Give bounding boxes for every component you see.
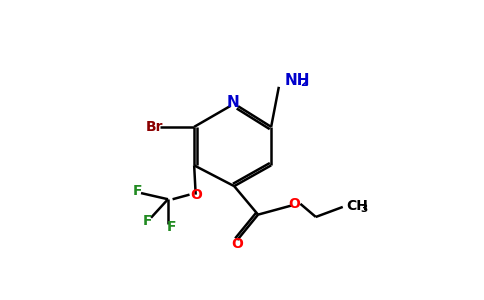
Text: F: F bbox=[133, 184, 143, 198]
Text: O: O bbox=[190, 188, 202, 202]
Text: N: N bbox=[227, 95, 239, 110]
Text: O: O bbox=[288, 197, 300, 211]
Text: O: O bbox=[231, 237, 243, 251]
Text: CH: CH bbox=[346, 199, 368, 213]
Text: 2: 2 bbox=[301, 78, 308, 88]
Text: 3: 3 bbox=[361, 204, 368, 214]
Text: NH: NH bbox=[285, 73, 311, 88]
Text: Br: Br bbox=[145, 120, 163, 134]
Text: F: F bbox=[143, 214, 152, 228]
Text: F: F bbox=[166, 220, 176, 234]
